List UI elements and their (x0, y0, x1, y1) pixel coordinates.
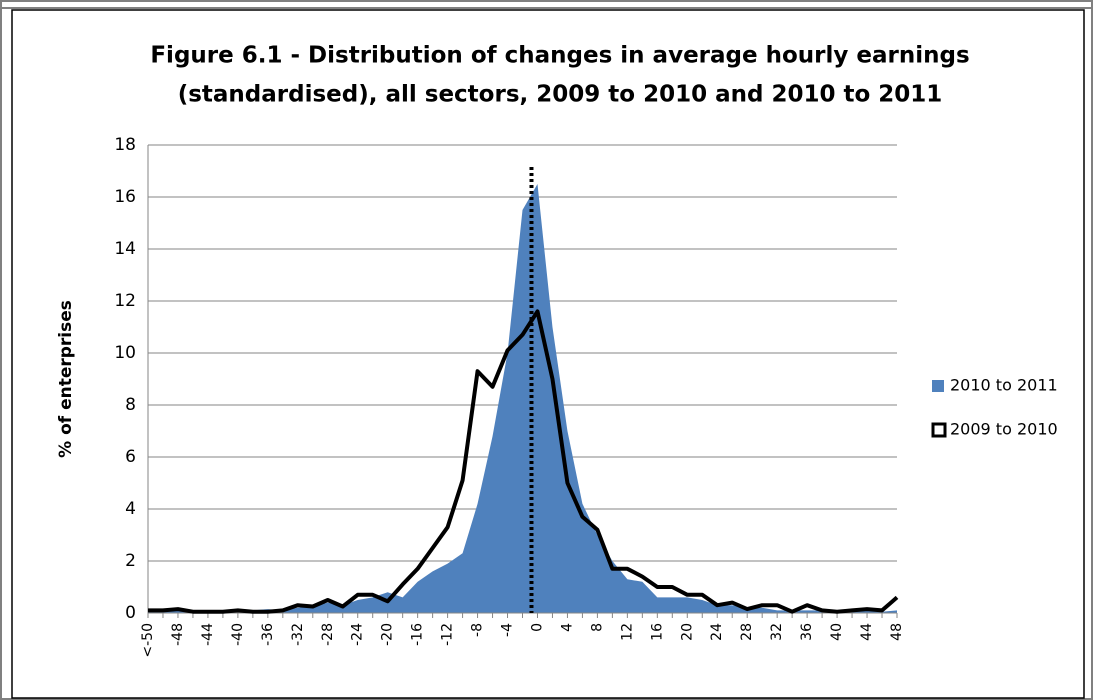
chart-title: Figure 6.1 - Distribution of changes in … (150, 43, 969, 69)
x-tick-label: 44 (859, 623, 875, 641)
x-tick-label: 28 (739, 623, 755, 641)
y-tick-label: 16 (114, 187, 136, 207)
chart-title: (standardised), all sectors, 2009 to 201… (178, 82, 943, 108)
x-tick-label: 32 (769, 623, 785, 641)
x-tick-label: -32 (290, 623, 306, 646)
x-tick-label: -4 (500, 623, 516, 637)
y-tick-label: 14 (114, 239, 136, 259)
x-tick-label: <-50 (140, 623, 156, 658)
x-tick-label: -8 (470, 623, 486, 637)
y-tick-label: 4 (125, 499, 136, 519)
y-tick-label: 2 (125, 551, 136, 571)
y-axis-label: % of enterprises (56, 300, 76, 458)
x-tick-label: 36 (799, 623, 815, 641)
x-tick-label: 8 (589, 623, 605, 632)
x-tick-label: -28 (320, 623, 336, 646)
x-tick-label: 0 (529, 623, 545, 632)
x-tick-label: -12 (440, 623, 456, 646)
legend-swatch (931, 422, 947, 438)
x-tick-label: 48 (889, 623, 905, 641)
x-tick-label: -16 (410, 623, 426, 646)
x-tick-label: 20 (679, 623, 695, 641)
x-tick-label: 16 (649, 623, 665, 641)
legend-label: 2010 to 2011 (950, 376, 1058, 395)
x-tick-label: 12 (619, 623, 635, 641)
x-tick-label: -20 (380, 623, 396, 646)
legend-swatch (932, 380, 944, 392)
x-tick-label: -24 (350, 623, 366, 646)
x-tick-label: 24 (709, 623, 725, 641)
x-tick-label: -44 (200, 623, 216, 646)
y-tick-label: 6 (125, 447, 136, 467)
y-tick-label: 12 (114, 291, 136, 311)
y-tick-label: 0 (125, 603, 136, 623)
area (148, 184, 897, 613)
y-tick-label: 8 (125, 395, 136, 415)
line (148, 309, 899, 614)
y-tick-label: 10 (114, 343, 136, 363)
x-tick-label: -36 (260, 623, 276, 646)
x-tick-label: -40 (230, 623, 246, 646)
x-tick-label: 40 (829, 623, 845, 641)
x-tick-label: 4 (559, 623, 575, 632)
legend-label: 2009 to 2010 (950, 420, 1058, 439)
chart-border (11, 9, 1085, 699)
y-tick-label: 18 (114, 135, 136, 155)
x-tick-label: -48 (170, 623, 186, 646)
